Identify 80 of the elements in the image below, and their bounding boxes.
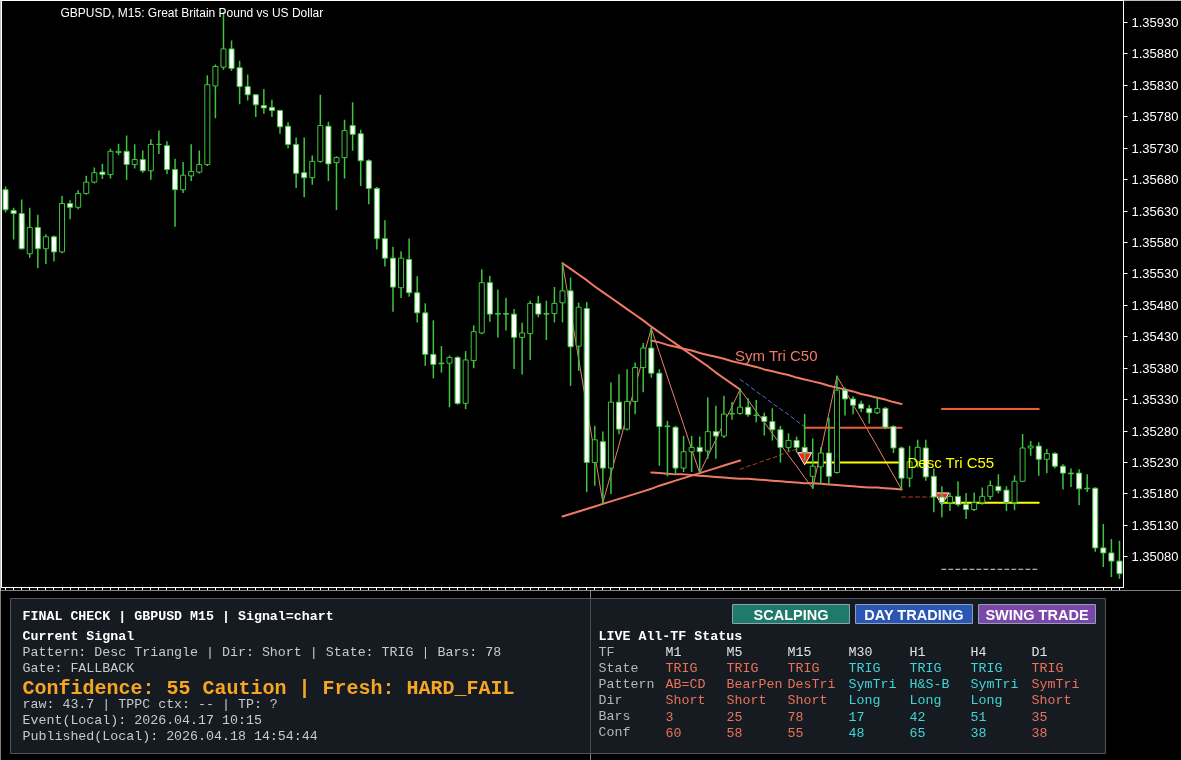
- text: 3: [665, 710, 674, 725]
- text: Short: [1031, 693, 1072, 708]
- y-tick-label: 1.35530: [1131, 266, 1179, 282]
- text: BearPen: [726, 677, 783, 692]
- text: SWING TRADE: [985, 607, 1089, 623]
- text: Long: [848, 693, 881, 708]
- text: 35: [1031, 710, 1048, 725]
- text: 65: [909, 726, 926, 741]
- y-tick-label: 1.35930: [1131, 15, 1179, 30]
- y-tick-label: 1.35730: [1131, 140, 1179, 156]
- text: Short: [726, 693, 767, 708]
- text: 17: [848, 710, 865, 725]
- y-tick-label: 1.35180: [1131, 486, 1179, 502]
- y-tick-label: 1.35780: [1131, 109, 1179, 125]
- text: LIVE All-TF Status: [598, 629, 743, 644]
- category-label: Conf: [598, 725, 631, 740]
- y-tick-label: 1.35830: [1131, 77, 1179, 93]
- text: Published(Local): 2026.04.18 14:54:44: [22, 729, 318, 744]
- y-tick-label: 1.35880: [1131, 46, 1179, 62]
- y-tick-label: 1.35280: [1131, 423, 1179, 439]
- text: 42: [909, 710, 926, 725]
- text: TRIG: [726, 661, 759, 676]
- y-tick-label: 1.35080: [1131, 549, 1179, 565]
- text: 38: [970, 726, 987, 741]
- category-label: Dir: [598, 693, 623, 708]
- series-label: Sym Tri C50: [735, 347, 818, 365]
- text: Long: [970, 693, 1003, 708]
- y-tick-label: 1.35680: [1131, 172, 1179, 188]
- category-label: M5: [726, 645, 743, 660]
- text: Event(Local): 2026.04.17 10:15: [22, 713, 262, 728]
- category-label: M1: [665, 645, 682, 660]
- y-tick-label: 1.35430: [1131, 329, 1179, 345]
- y-tick-label: 1.35580: [1131, 234, 1179, 250]
- text: FINAL CHECK | GBPUSD M15 | Signal=chart: [22, 609, 334, 624]
- text: 55: [787, 726, 804, 741]
- text: 58: [726, 726, 743, 741]
- y-tick-label: 1.35230: [1131, 454, 1179, 470]
- category-label: Pattern: [598, 677, 655, 692]
- text: SymTri: [970, 677, 1019, 692]
- text: 38: [1031, 726, 1048, 741]
- category-label: M15: [787, 645, 812, 660]
- text: Short: [787, 693, 828, 708]
- text: 48: [848, 726, 865, 741]
- text: Long: [909, 693, 942, 708]
- category-label: M30: [848, 645, 873, 660]
- text: SCALPING: [753, 607, 829, 623]
- text: Short: [665, 693, 706, 708]
- y-tick-label: 1.35380: [1131, 360, 1179, 376]
- text: 25: [726, 710, 743, 725]
- category-label: H1: [909, 645, 926, 660]
- text: Current Signal: [22, 629, 135, 644]
- text: TRIG: [787, 661, 820, 676]
- text: 60: [665, 726, 682, 741]
- text: TRIG: [970, 661, 1003, 676]
- text: SymTri: [848, 677, 897, 692]
- text: raw: 43.7 | TPPC ctx: -- | TP: ?: [22, 697, 278, 712]
- y-tick-label: 1.35130: [1131, 517, 1179, 533]
- text: TRIG: [665, 661, 698, 676]
- text: DAY TRADING: [864, 607, 964, 623]
- text: Gate: FALLBACK: [22, 661, 135, 676]
- y-tick-label: 1.35630: [1131, 203, 1179, 219]
- text: TRIG: [909, 661, 942, 676]
- text: SymTri: [1031, 677, 1080, 692]
- category-label: H4: [970, 645, 987, 660]
- category-label: Bars: [598, 709, 631, 724]
- text: Pattern: Desc Triangle | Dir: Short | State: TRIG | Bars: 78: [22, 645, 502, 660]
- text: DesTri: [787, 677, 836, 692]
- text: AB=CD: [665, 677, 706, 692]
- y-tick-label: 1.35480: [1131, 297, 1179, 313]
- category-label: D1: [1031, 645, 1048, 660]
- y-tick-label: 1.35330: [1131, 392, 1179, 408]
- text: H&S-B: [909, 677, 950, 692]
- text: 78: [787, 710, 804, 725]
- text: TRIG: [848, 661, 881, 676]
- text: TF: [598, 645, 615, 660]
- text: 51: [970, 710, 987, 725]
- text: GBPUSD, M15: Great Britain Pound vs US Dollar: [60, 5, 324, 20]
- text: Confidence: 55 Caution | Fresh: HARD_FAIL: [22, 677, 515, 700]
- category-label: State: [598, 661, 639, 676]
- text: TRIG: [1031, 661, 1064, 676]
